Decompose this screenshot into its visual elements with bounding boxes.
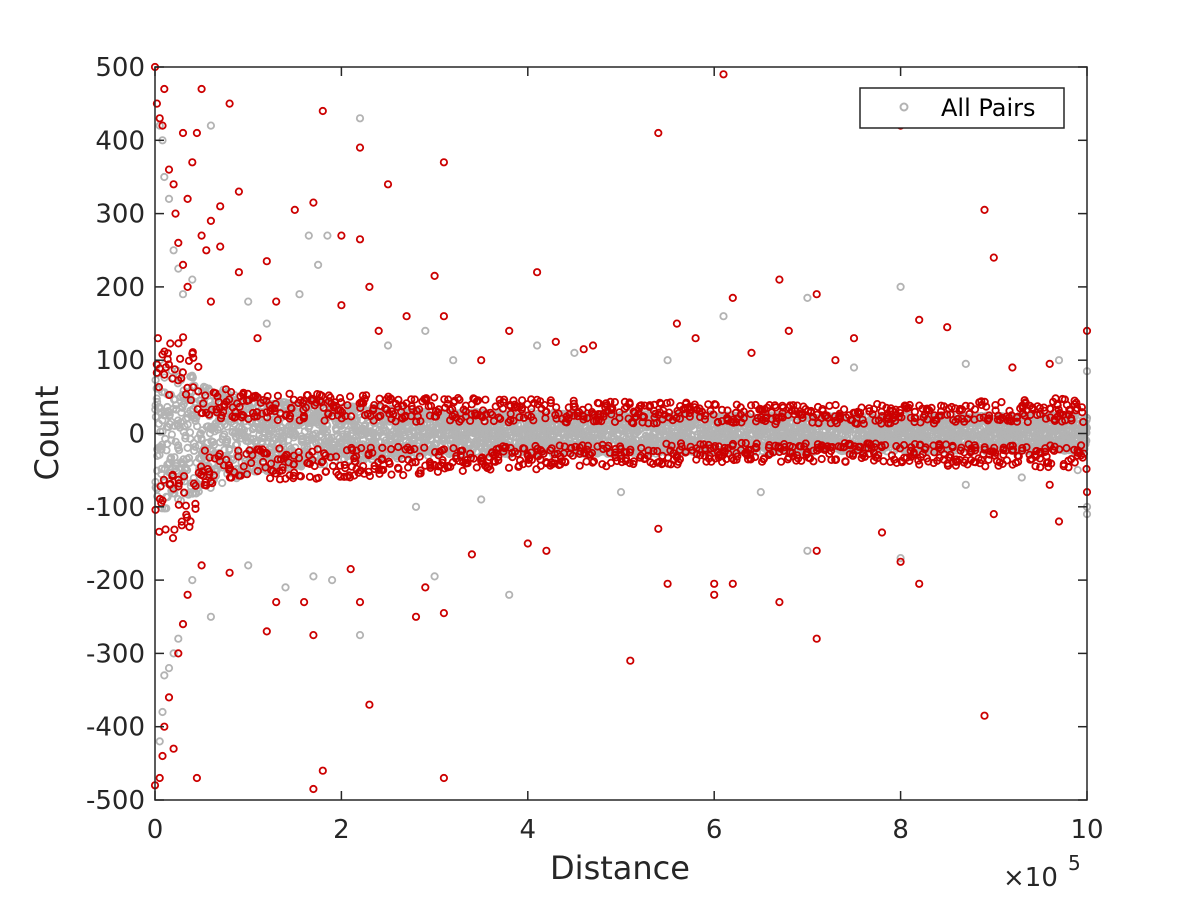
data-points-layer — [150, 62, 1092, 794]
data-point — [176, 496, 185, 505]
data-point — [157, 440, 167, 449]
data-point — [178, 403, 187, 412]
data-point — [184, 453, 194, 462]
data-point — [151, 412, 160, 421]
data-point — [225, 444, 234, 453]
data-point — [304, 435, 313, 444]
data-point — [183, 420, 192, 429]
data-point — [193, 422, 202, 431]
data-point — [289, 433, 298, 442]
data-point — [223, 422, 232, 431]
data-point — [267, 443, 276, 452]
data-point — [183, 443, 192, 452]
data-point — [167, 436, 176, 445]
data-point — [157, 464, 166, 473]
data-point — [432, 439, 441, 448]
data-point — [286, 444, 295, 454]
data-point — [162, 504, 171, 513]
data-point — [152, 394, 161, 403]
data-point — [188, 371, 197, 380]
data-point — [157, 445, 166, 454]
data-point — [185, 428, 195, 437]
data-point — [160, 373, 169, 382]
data-point — [404, 427, 413, 436]
data-point — [171, 464, 180, 473]
data-point — [336, 439, 345, 448]
data-point — [183, 465, 192, 475]
data-point — [222, 437, 232, 446]
data-point — [174, 443, 183, 452]
data-point — [278, 426, 287, 435]
data-point — [189, 405, 198, 414]
data-point — [190, 446, 199, 455]
data-point — [166, 454, 175, 464]
data-point — [158, 427, 167, 436]
data-point — [361, 420, 370, 429]
data-point — [533, 409, 542, 419]
data-point — [162, 446, 171, 455]
data-point — [218, 478, 227, 488]
data-point — [191, 442, 200, 451]
